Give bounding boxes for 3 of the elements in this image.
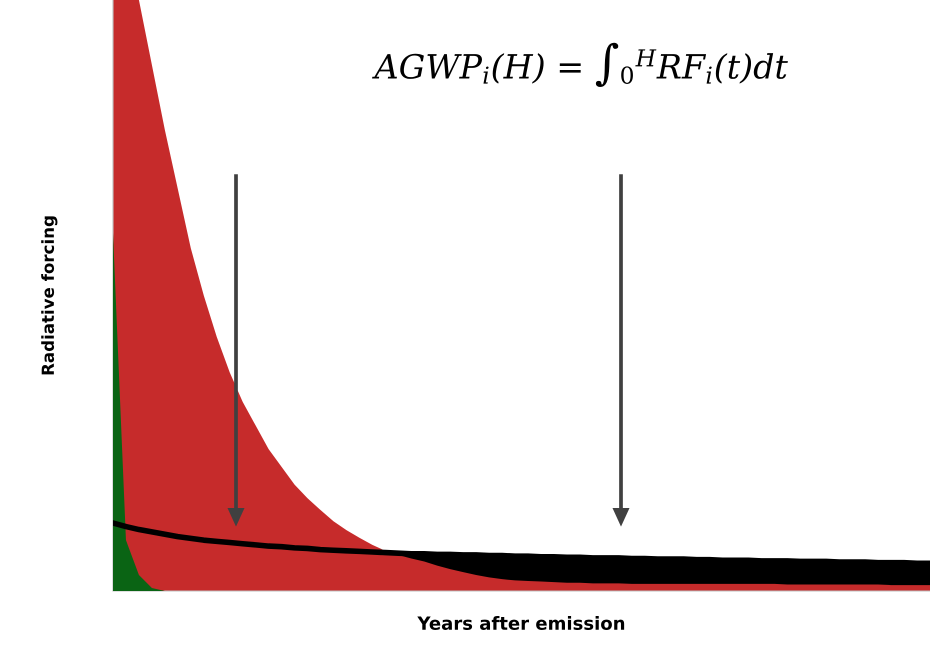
annotation: AGWP$_{i}$(H) = ∫$_{0}$$^{H}$RF$_{i}$(t)dt [372,42,788,87]
x-axis-title: Years after emission [417,616,624,630]
y-axis-title: Radiative forcing [41,216,58,374]
